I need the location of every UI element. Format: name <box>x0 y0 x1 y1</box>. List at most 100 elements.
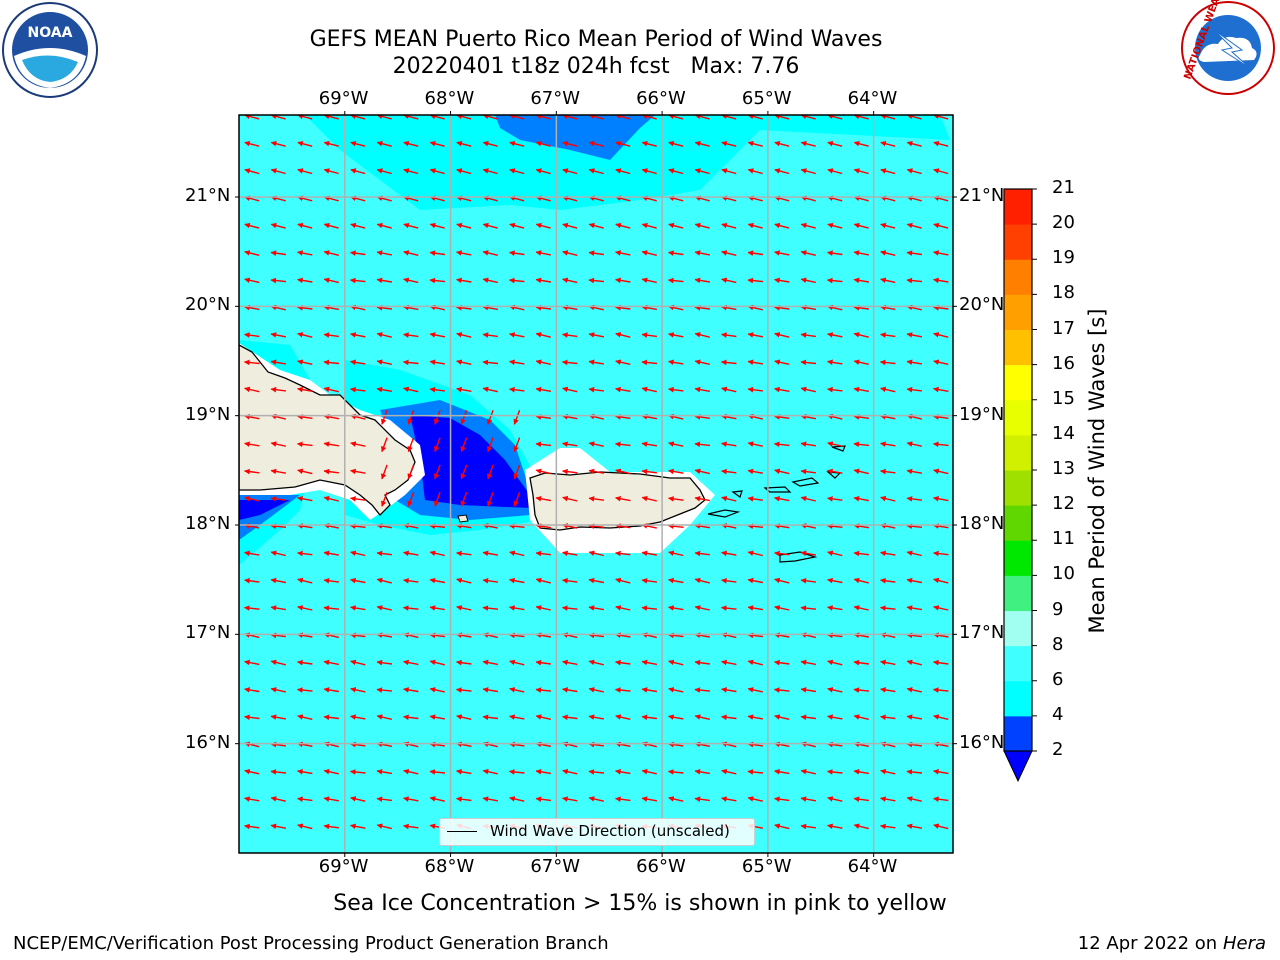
wind-wave-arrow <box>615 714 631 720</box>
wind-wave-arrow <box>588 441 604 447</box>
wind-wave-arrow <box>487 437 494 453</box>
wind-wave-arrows <box>243 115 949 830</box>
wind-wave-arrow <box>800 768 816 775</box>
wind-wave-arrow <box>880 386 896 393</box>
wind-wave-arrow <box>827 222 843 229</box>
colorbar-segment <box>1004 505 1032 541</box>
wind-wave-arrow <box>880 659 896 666</box>
colorbar-tick-label: 2 <box>1052 739 1064 760</box>
wind-wave-arrow <box>880 332 896 338</box>
wind-wave-arrow <box>827 714 843 720</box>
wind-wave-arrow <box>588 359 605 366</box>
wind-wave-arrow <box>434 437 441 453</box>
wind-wave-arrow <box>774 305 790 311</box>
wind-wave-arrow <box>800 386 816 393</box>
wind-wave-arrow <box>933 823 949 830</box>
wind-wave-arrow <box>270 250 286 256</box>
wind-wave-arrow <box>933 222 949 229</box>
wind-wave-arrow <box>244 550 260 557</box>
wind-wave-arrow <box>509 632 525 639</box>
wind-wave-arrow <box>694 277 711 284</box>
wind-wave-arrow <box>535 550 551 557</box>
wind-wave-arrow <box>827 659 843 666</box>
wind-wave-arrow <box>456 222 472 229</box>
wind-wave-arrow <box>615 277 631 284</box>
lat-tick-label-left: 21°N <box>185 185 231 206</box>
wind-wave-arrow <box>933 796 949 802</box>
wind-wave-arrow <box>350 250 366 256</box>
wind-wave-arrow <box>747 769 764 775</box>
wind-wave-arrow <box>879 359 896 366</box>
wind-wave-arrow <box>376 577 392 584</box>
wind-wave-arrow <box>482 250 498 256</box>
wind-wave-arrow <box>270 823 287 830</box>
wind-wave-arrow <box>800 222 816 229</box>
wind-wave-arrow <box>668 140 684 147</box>
wind-wave-arrow <box>827 441 843 447</box>
wind-wave-arrow <box>668 659 684 666</box>
wind-wave-arrow <box>774 550 790 557</box>
wind-wave-arrow <box>376 250 393 256</box>
wind-wave-arrow <box>376 332 392 338</box>
wind-wave-arrow <box>721 386 737 393</box>
wind-wave-arrow <box>270 468 287 475</box>
colorbar-segment <box>1004 575 1032 612</box>
wind-wave-arrow <box>562 578 578 584</box>
wind-wave-arrow <box>244 468 260 475</box>
wind-wave-arrow <box>482 605 499 611</box>
wind-wave-arrow <box>774 250 790 256</box>
wind-wave-arrow <box>562 659 578 666</box>
wind-wave-arrow <box>270 577 287 584</box>
wind-wave-arrow <box>429 386 445 393</box>
wind-wave-arrow <box>773 441 790 448</box>
wind-wave-arrow <box>562 687 578 693</box>
wind-wave-arrow <box>668 332 684 338</box>
wind-wave-arrow <box>588 222 604 229</box>
wind-wave-arrow <box>720 359 737 366</box>
wind-wave-arrow <box>694 386 711 393</box>
wind-wave-arrow <box>535 468 551 475</box>
wind-wave-arrow <box>853 386 870 393</box>
wind-wave-arrow <box>933 714 949 720</box>
wind-wave-arrow <box>323 222 339 229</box>
wind-wave-arrow <box>694 796 710 802</box>
wind-wave-arrow <box>323 250 339 256</box>
wind-wave-arrow <box>906 496 922 502</box>
wind-wave-arrow <box>694 659 710 666</box>
wind-wave-arrow <box>513 491 521 507</box>
lat-tick-label-left: 16°N <box>185 731 231 753</box>
wind-wave-arrow <box>350 577 366 584</box>
wind-wave-arrow <box>827 140 843 147</box>
wind-wave-arrow <box>747 550 763 557</box>
wind-wave-arrow <box>827 577 843 584</box>
wind-wave-arrow <box>270 441 286 447</box>
wind-wave-arrow <box>562 304 578 311</box>
wind-wave-arrow <box>381 410 388 425</box>
wind-wave-arrow <box>906 523 923 530</box>
wind-wave-arrow <box>482 332 498 338</box>
wind-wave-arrow <box>827 168 843 175</box>
wind-wave-arrow <box>376 796 392 802</box>
lon-tick-label-bottom: 68°W <box>424 856 475 877</box>
wind-wave-arrow <box>535 359 551 365</box>
wind-wave-arrow <box>376 550 392 557</box>
wind-wave-arrow <box>668 605 684 611</box>
wind-wave-arrow <box>244 659 260 666</box>
wind-wave-arrow <box>349 277 366 284</box>
wind-wave-arrow <box>296 687 313 693</box>
colorbar-tick-label: 8 <box>1052 633 1064 655</box>
wind-wave-arrow <box>641 304 658 311</box>
wind-wave-arrow <box>774 414 790 420</box>
wind-wave-arrow <box>434 464 441 480</box>
wind-wave-arrow <box>588 250 604 256</box>
wind-wave-arrow <box>827 332 843 338</box>
wind-wave-arrow <box>429 222 445 229</box>
wind-wave-arrow <box>774 605 790 611</box>
wind-wave-arrow <box>853 659 869 666</box>
lat-tick-label-right: 21°N <box>959 185 1005 206</box>
wind-wave-arrow <box>270 277 287 284</box>
wind-wave-arrow <box>853 168 869 175</box>
wind-wave-arrow <box>641 386 657 393</box>
wind-wave-arrow <box>297 386 313 393</box>
colorbar-segment <box>1004 399 1032 436</box>
